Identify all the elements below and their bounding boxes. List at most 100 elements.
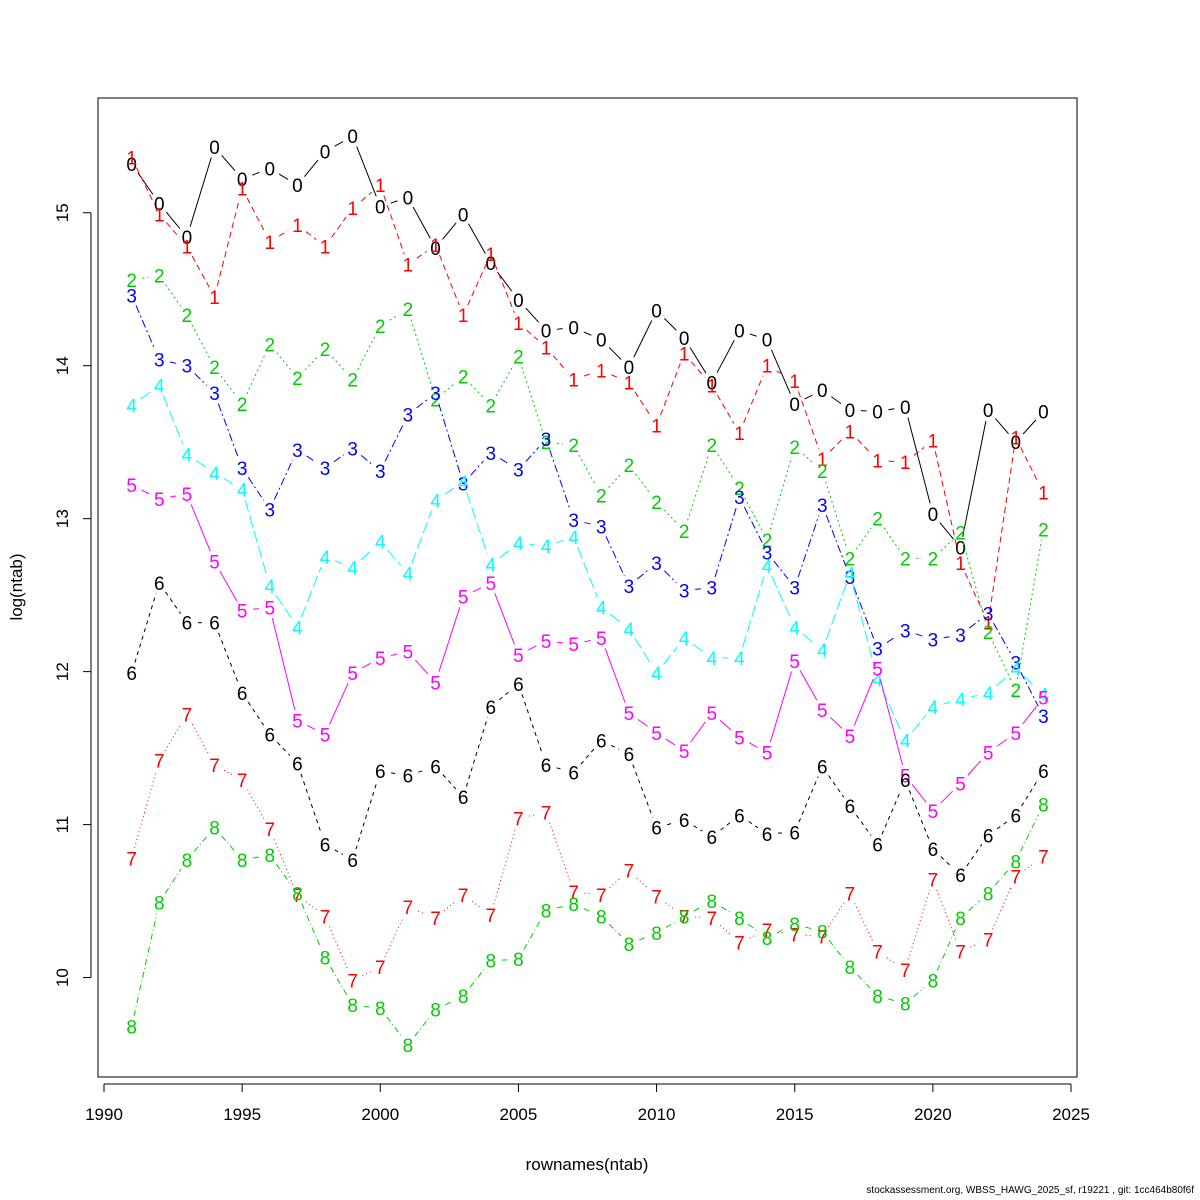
series-3-segment: [384, 424, 404, 462]
series-5-point: 5: [541, 632, 552, 653]
series-0-segment: [716, 339, 735, 374]
x-tick-label: 2015: [776, 1105, 814, 1124]
series-4-point: 4: [1038, 686, 1049, 707]
series-2-point: 2: [789, 438, 800, 459]
series-4-segment: [195, 460, 206, 468]
series-0-segment: [907, 417, 931, 504]
x-tick-label: 1990: [85, 1105, 123, 1124]
series-1-segment: [439, 254, 460, 306]
series-0-point: 0: [568, 318, 579, 339]
series-6-segment: [720, 821, 732, 831]
series-5-segment: [879, 679, 903, 766]
series-4-point: 4: [209, 464, 220, 485]
series-2-point: 2: [872, 510, 883, 531]
series-5-segment: [362, 662, 371, 669]
series-3-segment: [797, 515, 820, 578]
x-tick-label: 2020: [914, 1105, 952, 1124]
series-8-segment: [556, 906, 564, 909]
series-8-segment: [913, 987, 925, 997]
series-5-segment: [438, 606, 461, 673]
series-1-segment: [913, 446, 925, 456]
series-0-segment: [583, 331, 592, 336]
series-6-point: 6: [458, 788, 469, 809]
y-tick-label: 13: [53, 509, 72, 528]
series-7-point: 7: [347, 972, 358, 993]
series-5-segment: [769, 671, 793, 743]
series-8-segment: [301, 903, 322, 948]
series-8-point: 8: [375, 999, 386, 1020]
series-2-segment: [556, 442, 563, 445]
series-1-point: 1: [900, 453, 911, 474]
series-6-point: 6: [568, 764, 579, 785]
series-2-segment: [470, 384, 484, 398]
series-4-point: 4: [126, 396, 137, 417]
series-4-point: 4: [872, 670, 883, 691]
series-5-segment: [253, 608, 259, 610]
series-1-point: 1: [292, 216, 303, 237]
series-1-point: 1: [513, 314, 524, 335]
series-1-point: 1: [403, 256, 414, 277]
series-3-point: 3: [430, 384, 441, 405]
series-5-segment: [494, 592, 515, 645]
series-5-segment: [690, 721, 706, 743]
series-8-point: 8: [928, 972, 939, 993]
series-2-point: 2: [154, 266, 165, 287]
series-6-segment: [300, 773, 322, 835]
series-5-point: 5: [126, 476, 137, 497]
series-8-segment: [414, 1018, 430, 1037]
series-2-point: 2: [734, 479, 745, 500]
series-0-point: 0: [154, 195, 165, 216]
series-4-segment: [244, 500, 268, 576]
series-1-point: 1: [624, 374, 635, 395]
series-3-point: 3: [624, 577, 635, 598]
series-8-segment: [776, 928, 786, 934]
series-4-segment: [1023, 675, 1036, 688]
series-7-segment: [273, 839, 294, 886]
series-1-segment: [989, 448, 1015, 612]
series-7-point: 7: [375, 958, 386, 979]
series-3-point: 3: [872, 640, 883, 661]
series-4-point: 4: [707, 649, 718, 670]
y-tick-label: 12: [53, 662, 72, 681]
series-3-point: 3: [817, 496, 828, 517]
series-5-point: 5: [568, 635, 579, 656]
series-3-segment: [306, 455, 317, 463]
series-5-point: 5: [1038, 689, 1049, 710]
series-0-segment: [356, 146, 377, 197]
series-1-point: 1: [1038, 484, 1049, 505]
series-4-segment: [140, 391, 151, 400]
series-6-segment: [355, 781, 378, 850]
series-1-segment: [246, 197, 266, 233]
series-0-point: 0: [624, 358, 635, 379]
series-7-point: 7: [237, 771, 248, 792]
series-3-segment: [247, 477, 265, 501]
series-0-point: 0: [983, 401, 994, 422]
series-4-point: 4: [347, 559, 358, 580]
series-7-point: 7: [486, 906, 497, 927]
series-3-point: 3: [762, 543, 773, 564]
series-1-point: 1: [347, 199, 358, 220]
series-6-segment: [465, 717, 489, 787]
series-5-segment: [170, 495, 177, 498]
series-7-segment: [827, 902, 845, 928]
series-4-segment: [802, 633, 815, 644]
series-6-point: 6: [679, 811, 690, 832]
series-6-segment: [247, 701, 265, 726]
series-1-segment: [526, 329, 539, 341]
series-2-point: 2: [126, 271, 137, 292]
series-7-point: 7: [126, 849, 137, 870]
series-7-point: 7: [651, 887, 662, 908]
series-4-segment: [335, 560, 343, 565]
series-6-segment: [881, 790, 902, 835]
series-7-point: 7: [1038, 848, 1049, 869]
series-4-segment: [223, 478, 234, 485]
series-4-point: 4: [375, 533, 386, 554]
x-tick-label: 2010: [638, 1105, 676, 1124]
series-3-point: 3: [209, 384, 220, 405]
series-5-segment: [637, 718, 648, 727]
series-0-point: 0: [126, 155, 137, 176]
series-7-segment: [443, 901, 456, 912]
series-0-segment: [137, 172, 154, 195]
